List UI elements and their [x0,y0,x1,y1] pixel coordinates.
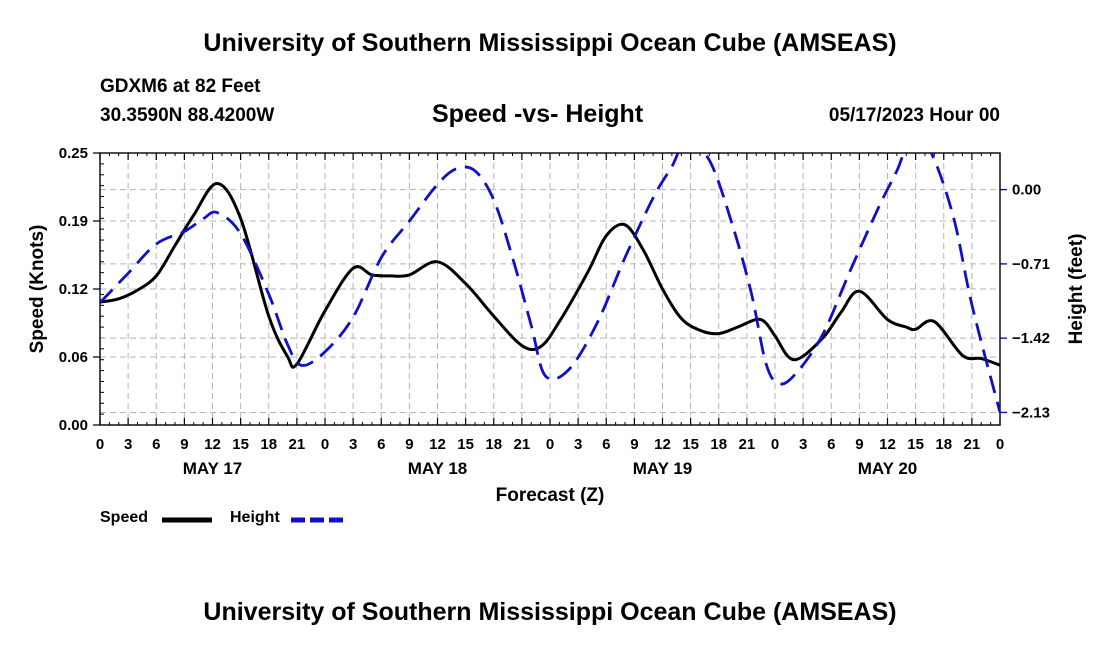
y-left-tick-label: 0.06 [59,349,88,366]
x-tick-label: 0 [771,436,779,453]
height-series-line [100,153,1000,413]
x-tick-label: 9 [405,436,413,453]
legend-height-label: Height [230,509,280,526]
x-tick-label: 3 [124,436,132,453]
x-tick-label: 21 [739,436,756,453]
x-tick-label: 15 [682,436,699,453]
x-tick-label: 21 [289,436,306,453]
x-day-label: MAY 20 [858,459,918,478]
chart-subtitle: Speed -vs- Height [432,100,644,128]
x-tick-label: 9 [855,436,863,453]
y-right-tick-label: −0.71 [1012,256,1050,273]
x-day-label: MAY 18 [408,459,468,478]
x-tick-label: 15 [457,436,474,453]
x-axis-title: Forecast (Z) [496,485,605,506]
x-tick-label: 9 [180,436,188,453]
x-tick-label: 21 [964,436,981,453]
x-tick-label: 12 [879,436,896,453]
x-tick-label: 12 [429,436,446,453]
x-tick-label: 6 [827,436,835,453]
y-right-tick-label: 0.00 [1012,182,1041,199]
forecast-datetime: 05/17/2023 Hour 00 [828,105,1000,126]
station-label: GDXM6 at 82 Feet [100,76,261,97]
x-tick-label: 0 [996,436,1004,453]
x-tick-label: 18 [935,436,952,453]
y-left-tick-label: 0.12 [59,281,88,298]
x-tick-label: 3 [574,436,582,453]
x-day-label: MAY 17 [183,459,243,478]
y-left-tick-label: 0.25 [59,145,88,162]
x-tick-label: 21 [514,436,531,453]
speed-series-line [100,182,1000,369]
plot-frame [99,152,1001,426]
x-tick-label: 15 [232,436,249,453]
y-right-axis-title: Height (feet) [1066,234,1087,345]
x-tick-label: 3 [799,436,807,453]
y-left-tick-label: 0.19 [59,213,88,230]
x-tick-label: 0 [96,436,104,453]
x-tick-label: 12 [204,436,221,453]
x-tick-label: 12 [654,436,671,453]
y-left-tick-label: 0.00 [59,417,88,434]
x-tick-label: 6 [377,436,385,453]
x-tick-label: 0 [546,436,554,453]
chart-title: University of Southern Mississippi Ocean… [203,29,897,57]
x-tick-label: 15 [907,436,924,453]
coordinates-label: 30.3590N 88.4200W [100,105,275,126]
x-tick-label: 9 [630,436,638,453]
y-right-tick-label: −1.42 [1012,330,1050,347]
y-left-axis-title: Speed (Knots) [27,225,48,354]
x-tick-label: 18 [485,436,502,453]
footer-title: University of Southern Mississippi Ocean… [203,598,897,626]
x-tick-label: 6 [602,436,610,453]
x-tick-label: 18 [710,436,727,453]
x-tick-label: 0 [321,436,329,453]
x-day-label: MAY 19 [633,459,693,478]
x-tick-label: 6 [152,436,160,453]
legend-speed-label: Speed [100,509,149,526]
x-tick-label: 18 [260,436,277,453]
y-right-tick-label: −2.13 [1012,404,1050,421]
x-tick-label: 3 [349,436,357,453]
